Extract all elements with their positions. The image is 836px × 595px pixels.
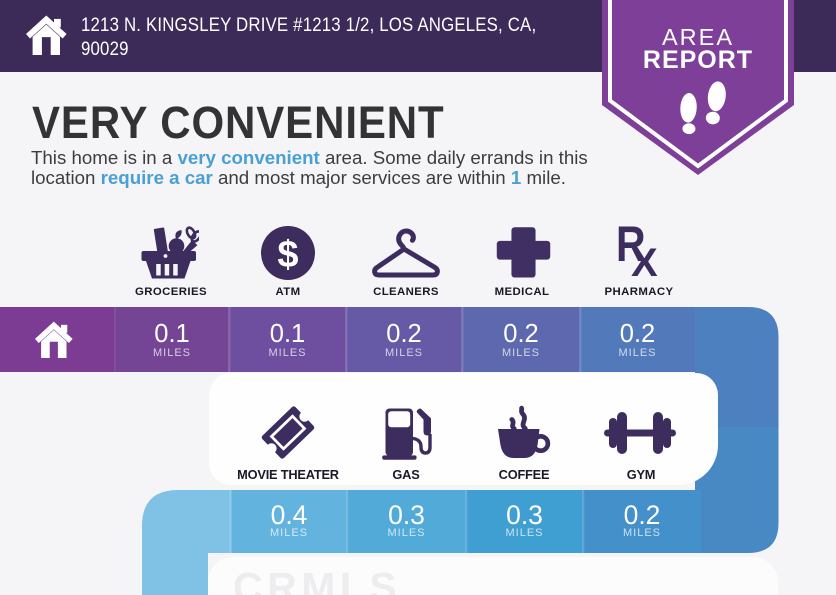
- svg-text:REPORT: REPORT: [643, 46, 753, 74]
- svg-text:AREA: AREA: [662, 24, 734, 50]
- svg-text:$: $: [277, 234, 298, 276]
